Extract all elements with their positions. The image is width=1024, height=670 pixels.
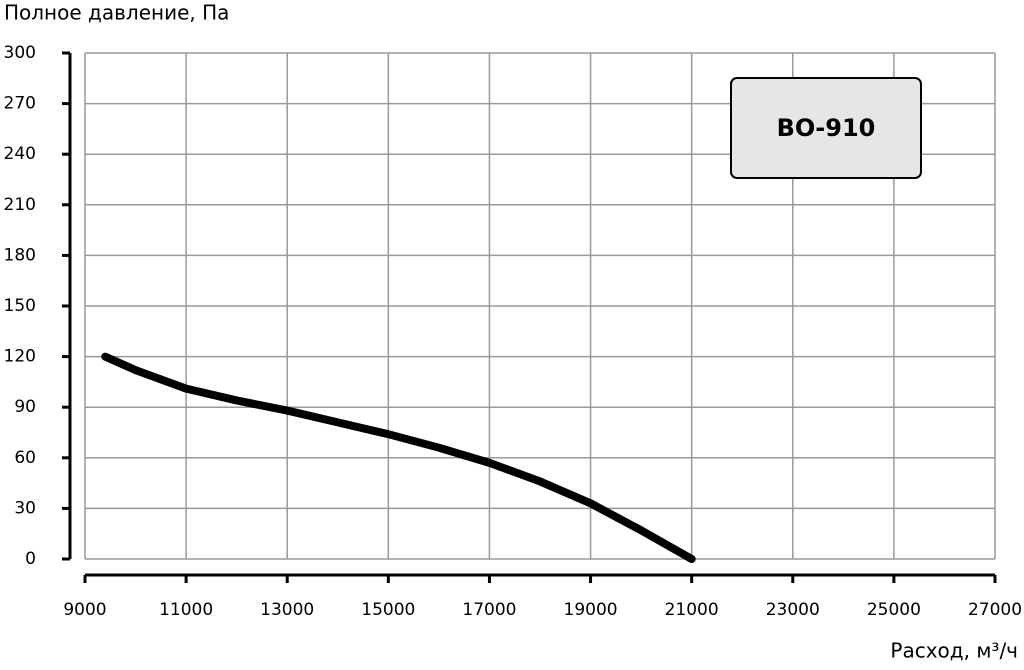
y-tick-label: 60 [14, 448, 36, 468]
x-tick-label: 13000 [260, 600, 314, 620]
x-tick-label: 19000 [564, 600, 618, 620]
y-tick-label: 300 [4, 43, 36, 63]
legend-box [730, 77, 922, 179]
y-tick-label: 0 [25, 549, 36, 569]
y-axis-label: Полное давление, Па [4, 1, 229, 25]
y-tick-label: 180 [4, 245, 36, 265]
y-tick-label: 270 [4, 94, 36, 114]
x-tick-label: 27000 [968, 600, 1022, 620]
y-tick-label: 120 [4, 347, 36, 367]
x-tick-label: 25000 [867, 600, 921, 620]
x-tick-label: 15000 [361, 600, 415, 620]
y-tick-label: 150 [4, 296, 36, 316]
line [101, 352, 696, 563]
legend-label: ВО-910 [777, 114, 876, 142]
x-tick-label: 21000 [665, 600, 719, 620]
y-tick-label: 240 [4, 144, 36, 164]
y-tick-label: 90 [14, 397, 36, 417]
y-tick-label: 210 [4, 195, 36, 215]
x-tick-label: 9000 [63, 600, 106, 620]
x-tick-label: 17000 [462, 600, 516, 620]
x-tick-label: 11000 [159, 600, 213, 620]
x-axis-label: Расход, м³/ч [890, 639, 1018, 663]
y-tick-label: 30 [14, 498, 36, 518]
x-tick-label: 23000 [766, 600, 820, 620]
